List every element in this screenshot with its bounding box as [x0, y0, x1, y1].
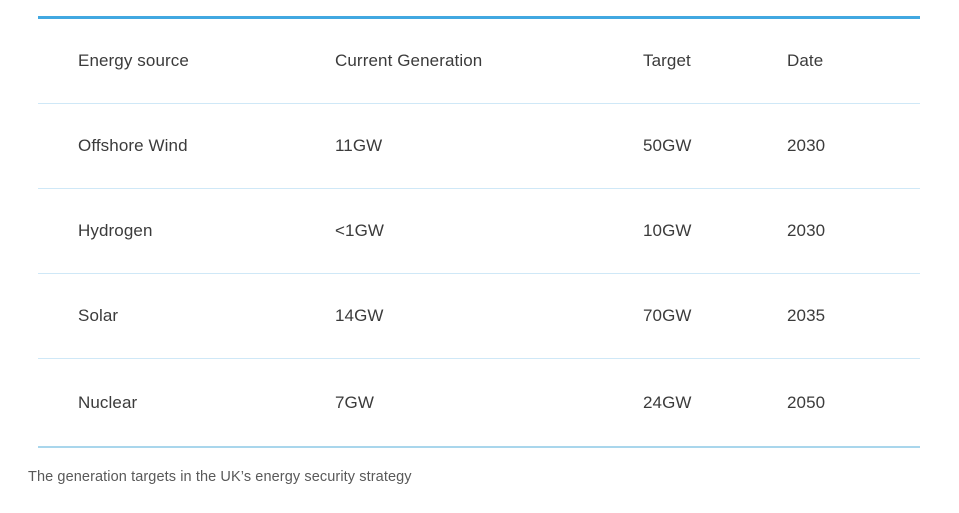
- column-header-energy-source: Energy source: [78, 51, 189, 70]
- table-row-hydrogen: Hydrogen <1GW 10GW 2030: [38, 189, 920, 274]
- cell-current-generation: 11GW: [335, 136, 383, 155]
- cell-current-generation: 14GW: [335, 306, 384, 325]
- cell-target: 10GW: [643, 221, 692, 240]
- cell-energy-source: Solar: [78, 306, 119, 325]
- cell-energy-source: Hydrogen: [78, 221, 153, 240]
- column-header-current-generation: Current Generation: [335, 51, 483, 70]
- cell-energy-source: Offshore Wind: [78, 136, 188, 155]
- table-caption: The generation targets in the UK’s energ…: [28, 469, 412, 485]
- cell-current-generation: <1GW: [335, 221, 385, 240]
- energy-targets-table: Energy source Current Generation Target …: [38, 16, 920, 448]
- cell-date: 2030: [787, 221, 826, 240]
- column-header-target: Target: [643, 51, 691, 70]
- table-row-nuclear: Nuclear 7GW 24GW 2050: [38, 359, 920, 446]
- cell-target: 24GW: [643, 392, 692, 412]
- column-header-date: Date: [787, 51, 824, 70]
- cell-date: 2035: [787, 306, 826, 325]
- table-header-row: Energy source Current Generation Target …: [38, 19, 920, 104]
- cell-date: 2030: [787, 136, 826, 155]
- cell-date: 2050: [787, 392, 826, 412]
- table-row-offshore-wind: Offshore Wind 11GW 50GW 2030: [38, 104, 920, 189]
- table-row-solar: Solar 14GW 70GW 2035: [38, 274, 920, 359]
- cell-energy-source: Nuclear: [78, 392, 138, 412]
- cell-target: 50GW: [643, 136, 692, 155]
- cell-target: 70GW: [643, 306, 692, 325]
- cell-current-generation: 7GW: [335, 392, 375, 412]
